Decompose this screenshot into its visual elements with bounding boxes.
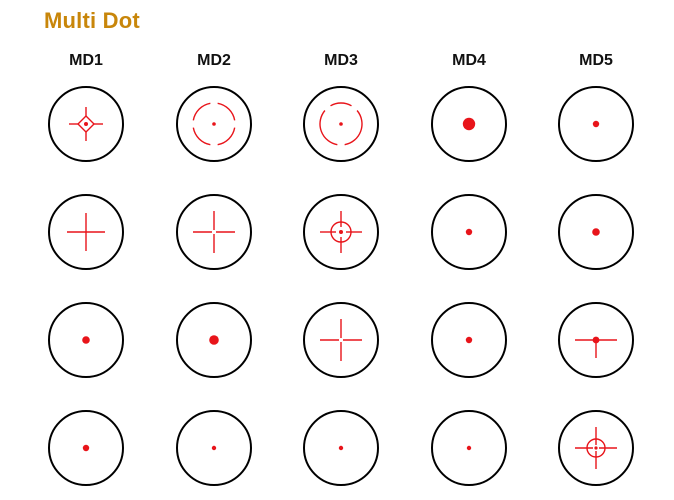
sight-outline bbox=[303, 302, 379, 378]
reticle-md3-4 bbox=[303, 410, 379, 486]
reticle-md3-2 bbox=[303, 194, 379, 270]
reticle-md4-4 bbox=[431, 410, 507, 486]
dot-reticle-icon bbox=[82, 444, 90, 452]
reticle-md5-2 bbox=[558, 194, 634, 270]
segmented-circle-dot-reticle-icon bbox=[192, 102, 236, 146]
page-title: Multi Dot bbox=[44, 8, 140, 33]
reticle-md1-2 bbox=[48, 194, 124, 270]
dot-reticle-icon bbox=[338, 445, 344, 451]
sight-outline bbox=[176, 194, 252, 270]
reticle-md4-2 bbox=[431, 194, 507, 270]
reticle-md5-3 bbox=[558, 302, 634, 378]
reticle-md2-3 bbox=[176, 302, 252, 378]
dot-reticle-icon bbox=[465, 336, 473, 344]
reticle-md2-2 bbox=[176, 194, 252, 270]
dot-reticle-icon bbox=[592, 228, 600, 236]
broken-circle-dot-reticle-icon bbox=[319, 102, 363, 146]
t-crosshair-dot-reticle-icon bbox=[575, 336, 617, 358]
column-label-md5: MD5 bbox=[579, 52, 613, 69]
circle-crosshair-dot-reticle-icon bbox=[320, 211, 362, 253]
gap-crosshair-reticle-icon bbox=[320, 319, 362, 361]
reticle-md1-4 bbox=[48, 410, 124, 486]
reticle-md5-4 bbox=[558, 410, 634, 486]
gap-crosshair-reticle-icon bbox=[193, 211, 235, 253]
reticle-md5-1 bbox=[558, 86, 634, 162]
reticle-md3-3 bbox=[303, 302, 379, 378]
dot-reticle-icon bbox=[82, 336, 90, 344]
column-label-md3: MD3 bbox=[324, 52, 358, 69]
column-label-md4: MD4 bbox=[452, 52, 486, 69]
diamond-crosshair-reticle-icon bbox=[69, 107, 103, 141]
reticle-md1-1 bbox=[48, 86, 124, 162]
column-label-md1: MD1 bbox=[69, 52, 103, 69]
dot-reticle-icon bbox=[465, 228, 473, 236]
reticle-md1-3 bbox=[48, 302, 124, 378]
crosshair-reticle-icon bbox=[67, 213, 105, 251]
reticle-md2-1 bbox=[176, 86, 252, 162]
reticle-md4-1 bbox=[431, 86, 507, 162]
dot-reticle-icon bbox=[462, 117, 476, 131]
reticle-md4-3 bbox=[431, 302, 507, 378]
column-label-md2: MD2 bbox=[197, 52, 231, 69]
reticle-md2-4 bbox=[176, 410, 252, 486]
dot-reticle-icon bbox=[211, 445, 217, 451]
dot-reticle-icon bbox=[592, 120, 600, 128]
dot-reticle-icon bbox=[209, 335, 219, 345]
reticle-md3-1 bbox=[303, 86, 379, 162]
dot-reticle-icon bbox=[466, 445, 472, 451]
circle-gap-crosshair-reticle-icon bbox=[575, 427, 617, 469]
